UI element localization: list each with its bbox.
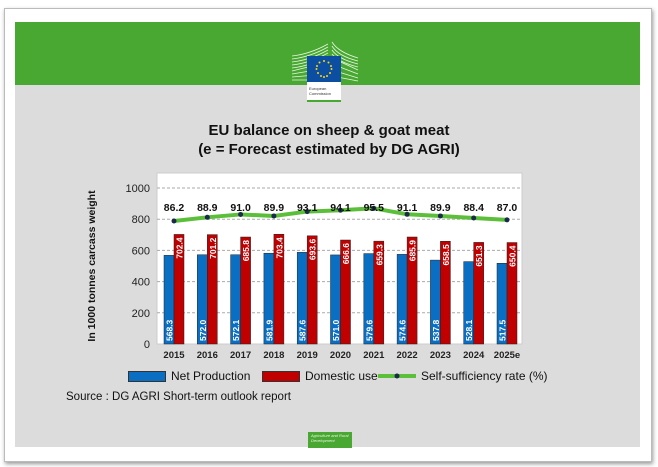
bar-data-label: 574.6 [398,319,408,341]
bar-data-label: 685.9 [408,240,418,262]
bar-domestic-use [373,240,385,345]
agri-logo: Agriculture and Rural Development [308,432,352,448]
bar-data-label: 703.4 [274,237,284,259]
line-data-label: 88.4 [463,202,484,214]
svg-text:European: European [309,86,326,91]
y-tick-label: 1000 [126,183,150,195]
bar-data-label: 651.3 [474,245,484,267]
y-tick-label: 400 [132,277,150,289]
bar-data-label: 701.2 [208,237,218,259]
line-point [404,211,410,217]
bar-data-label: 685.8 [241,240,251,262]
legend-swatch [128,370,166,382]
bar-data-label: 666.6 [341,243,351,265]
bar-data-label: 702.4 [175,237,185,259]
chart-title-block: EU balance on sheep & goat meat (e = For… [0,121,658,159]
bar-data-label: 571.0 [331,319,341,341]
bar-data-label: 693.6 [308,239,318,261]
bar-data-label: 537.8 [431,319,441,341]
bar-data-label: 568.3 [165,319,175,341]
bar-domestic-use [473,242,484,345]
line-point [238,211,244,217]
line-point [271,213,277,219]
chart-subtitle: (e = Forecast estimated by DG AGRI) [198,141,460,158]
european-commission-logo: European Commission [291,41,359,102]
bar-domestic-use [240,236,251,345]
x-tick-label: 2020 [330,350,351,361]
bar-domestic-use [306,235,318,345]
x-tick-label: 2023 [430,350,451,361]
legend-swatch [262,370,300,382]
line-data-label: 91.1 [397,202,418,214]
line-point [304,209,310,215]
x-tick-label: 2016 [197,350,218,361]
legend-domestic-use: Domestic use [262,369,378,383]
bar-data-label: 581.9 [264,319,274,341]
chart-title: EU balance on sheep & goat meat [208,122,450,139]
line-point [204,214,210,220]
source-note: Source : DG AGRI Short-term outlook repo… [66,391,291,403]
bar-domestic-use [506,242,518,345]
legend-label: Self-sufficiency rate (%) [421,369,548,383]
x-tick-label: 2022 [397,350,418,361]
line-point [371,205,377,211]
line-data-label: 86.2 [164,202,185,214]
bar-domestic-use [340,239,351,345]
bar-data-label: 587.6 [298,319,308,341]
bar-data-label: 658.5 [441,244,451,266]
line-point [171,218,177,224]
bar-domestic-use [273,234,285,345]
y-tick-label: 600 [132,245,150,257]
bar-domestic-use [440,241,451,345]
x-tick-label: 2025e [494,350,520,361]
line-point [437,213,443,219]
y-tick-label: 200 [132,308,150,320]
bar-domestic-use [406,236,418,345]
bar-data-label: 650.4 [508,245,518,267]
bar-data-label: 579.6 [364,319,374,341]
line-data-label: 95.5 [364,202,385,214]
x-tick-label: 2015 [163,350,185,361]
line-data-label: 87.0 [497,202,518,214]
agri-logo-text: Agriculture and Rural Development [311,433,349,443]
line-data-label: 88.9 [197,202,218,214]
bar-data-label: 528.1 [464,319,474,341]
bar-data-label: 659.3 [374,244,384,266]
x-tick-label: 2021 [363,350,385,361]
legend-label: Net Production [171,369,251,383]
line-point [338,207,343,213]
line-point [471,215,477,221]
line-point [504,217,510,223]
bar-data-label: 517.5 [498,319,508,341]
x-tick-label: 2019 [297,350,318,361]
y-tick-label: 800 [132,214,150,226]
legend-label: Domestic use [305,369,378,383]
legend-self-sufficiency: Self-sufficiency rate (%) [378,369,548,383]
legend-line-swatch [378,373,416,379]
svg-text:Commission: Commission [309,91,331,96]
bar-domestic-use [173,234,185,345]
x-tick-label: 2024 [463,350,485,361]
bar-data-label: 572.0 [198,319,208,341]
bar-domestic-use [207,234,218,345]
line-data-label: 93.1 [297,202,318,214]
line-data-label: 94.1 [330,202,351,214]
legend-net-production: Net Production [128,369,250,383]
line-data-label: 91.0 [230,202,251,214]
y-axis-label: In 1000 tonnes carcass weight [86,190,98,342]
y-tick-label: 0 [144,339,150,351]
line-data-label: 89.9 [430,202,451,214]
line-data-label: 89.9 [264,202,285,214]
x-tick-label: 2018 [263,350,284,361]
x-tick-label: 2017 [230,350,251,361]
bar-data-label: 572.1 [231,319,241,341]
